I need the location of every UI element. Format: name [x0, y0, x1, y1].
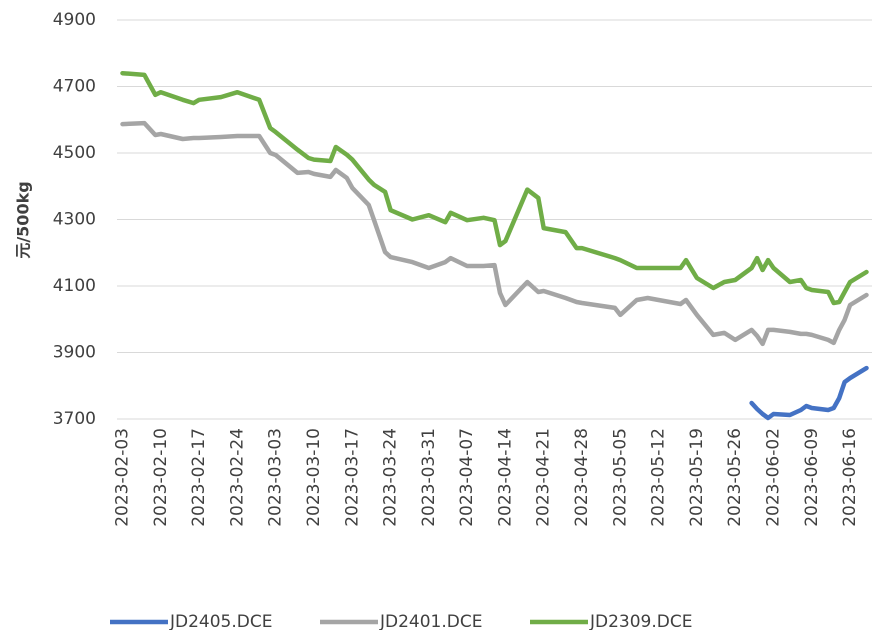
legend-label: JD2401.DCE: [379, 612, 482, 630]
y-tick-label: 4100: [53, 276, 96, 296]
legend-label: JD2309.DCE: [589, 612, 692, 630]
series-line: [120, 70, 869, 306]
x-tick-label: 2023-04-21: [534, 428, 554, 527]
x-tick-label: 2023-02-17: [189, 428, 209, 527]
y-tick-label: 4900: [53, 10, 96, 30]
x-tick-label: 2023-06-16: [840, 428, 860, 527]
x-tick-label: 2023-03-10: [304, 428, 324, 527]
x-tick-label: 2023-05-19: [687, 428, 707, 527]
x-tick-label: 2023-02-03: [112, 428, 132, 527]
x-tick-label: 2023-04-07: [457, 428, 477, 527]
x-tick-label: 2023-05-12: [649, 428, 669, 527]
x-tick-label: 2023-02-10: [151, 428, 171, 527]
series-line: [120, 120, 869, 347]
x-tick-label: 2023-03-03: [266, 428, 286, 527]
x-tick-label: 2023-05-26: [725, 428, 745, 527]
y-tick-label: 4300: [53, 210, 96, 230]
x-tick-label: 2023-06-02: [764, 428, 784, 527]
x-tick-label: 2023-03-31: [419, 428, 439, 527]
y-tick-label: 3700: [53, 409, 96, 429]
y-tick-label: 4500: [53, 143, 96, 163]
x-tick-label: 2023-04-28: [572, 428, 592, 527]
y-axis-label: 元/500kg: [14, 181, 33, 258]
x-tick-label: 2023-03-17: [342, 428, 362, 527]
x-tick-label: 2023-02-24: [227, 428, 247, 527]
x-tick-label: 2023-04-14: [495, 428, 515, 527]
series-line: [749, 365, 869, 421]
x-tick-label: 2023-03-24: [381, 428, 401, 527]
y-tick-label: 3900: [53, 343, 96, 363]
legend-label: JD2405.DCE: [169, 612, 272, 630]
y-tick-label: 4700: [53, 77, 96, 97]
x-tick-label: 2023-06-09: [802, 428, 822, 527]
x-tick-label: 2023-05-05: [610, 428, 630, 527]
